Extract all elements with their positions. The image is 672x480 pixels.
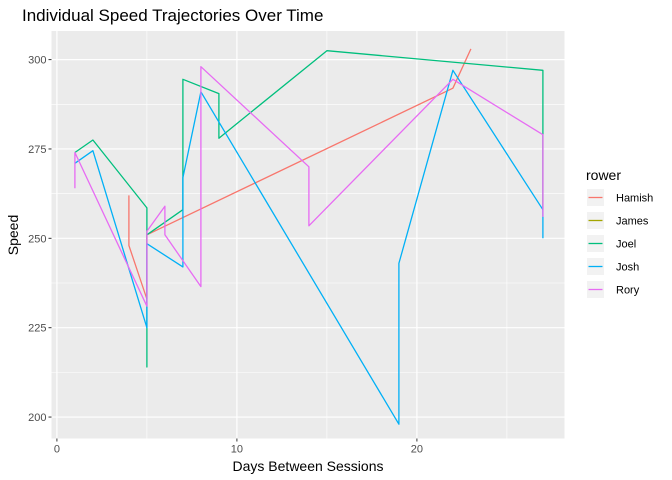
chart-title: Individual Speed Trajectories Over Time <box>22 6 323 25</box>
legend-item-hamish: Hamish <box>587 189 653 206</box>
legend-item-josh: Josh <box>587 258 639 275</box>
major-gridlines <box>51 31 565 439</box>
plot-panel <box>51 31 565 439</box>
x-tick-label: 0 <box>54 444 60 456</box>
legend-item-rory: Rory <box>587 281 640 298</box>
y-axis-title: Speed <box>5 215 21 255</box>
y-tick-label: 250 <box>28 233 46 245</box>
legend-keys: Hamish James Joel Josh Rory <box>587 189 653 298</box>
series-line-rory <box>74 66 544 307</box>
x-axis-title: Days Between Sessions <box>233 458 384 474</box>
minor-gridlines <box>51 31 565 439</box>
y-tick-label: 200 <box>28 412 46 424</box>
y-tick-label: 275 <box>28 144 46 156</box>
series-line-josh <box>74 69 544 425</box>
legend-label: James <box>616 216 649 228</box>
legend-item-joel: Joel <box>587 235 636 252</box>
legend-item-james: James <box>587 212 649 229</box>
legend-label: Hamish <box>616 193 653 205</box>
legend: rower Hamish James Joel Josh Rory <box>586 167 653 298</box>
x-tick-label: 20 <box>411 444 423 456</box>
legend-title: rower <box>586 167 621 183</box>
legend-label: Rory <box>616 285 640 297</box>
axis-ticks <box>48 59 418 442</box>
tick-labels: 0 10 20 200 225 250 275 300 <box>28 55 423 456</box>
y-tick-label: 225 <box>28 323 46 335</box>
x-tick-label: 10 <box>231 444 243 456</box>
legend-label: Joel <box>616 239 636 251</box>
legend-label: Josh <box>616 262 639 274</box>
y-tick-label: 300 <box>28 55 46 67</box>
series-line-joel <box>74 50 544 368</box>
series-lines <box>74 48 544 425</box>
